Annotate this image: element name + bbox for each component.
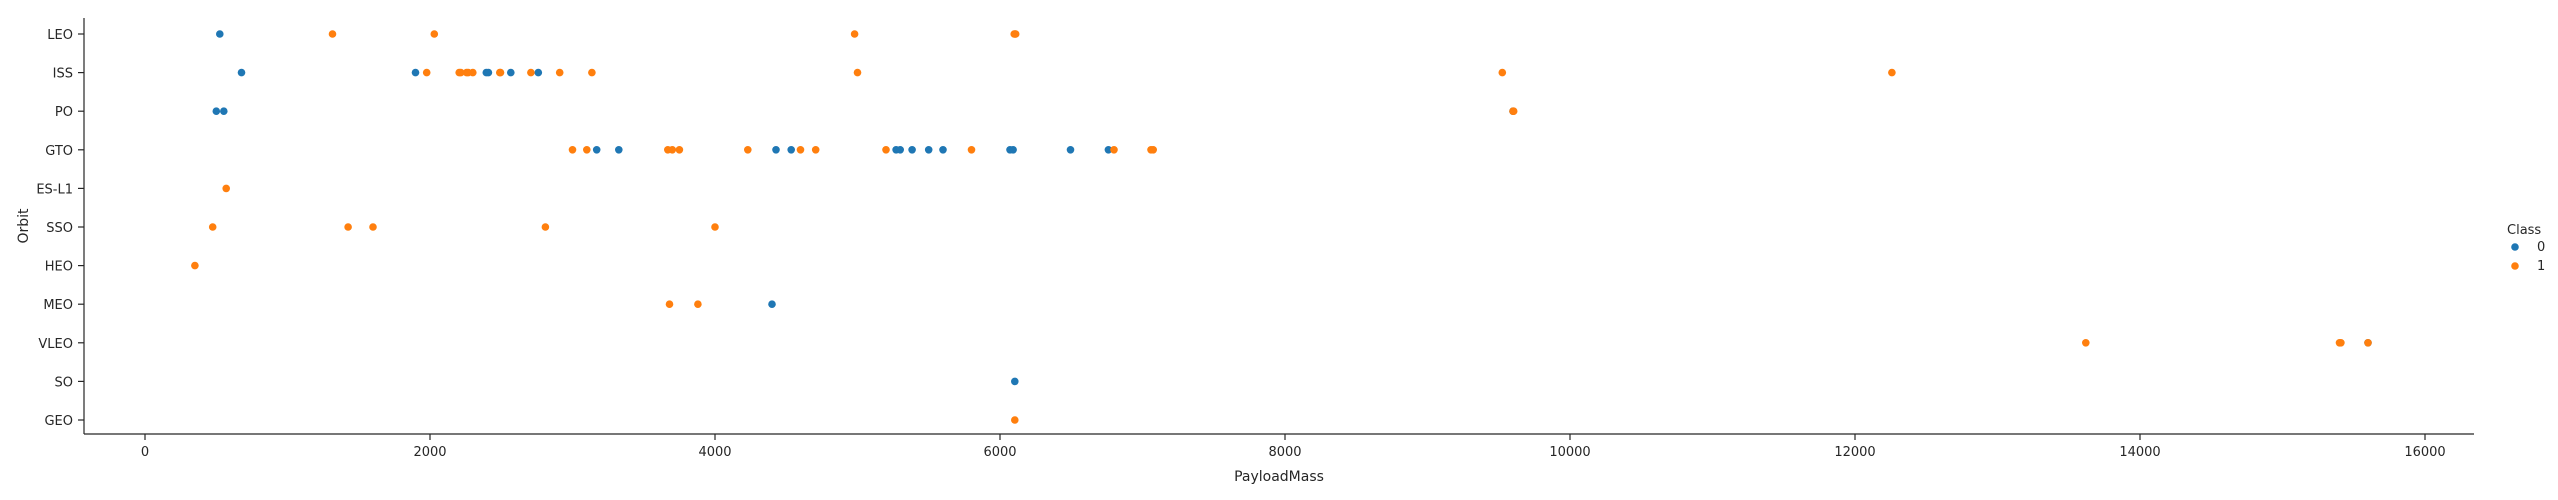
legend-label-class-1: 1 bbox=[2537, 259, 2545, 274]
data-point-class-0 bbox=[768, 300, 776, 309]
data-point-class-1 bbox=[527, 68, 535, 77]
data-point-class-1 bbox=[191, 261, 199, 270]
x-axis-title: PayloadMass bbox=[1234, 469, 1324, 485]
x-tick-label: 8000 bbox=[1268, 445, 1301, 460]
data-point-class-1 bbox=[222, 184, 230, 193]
data-point-class-0 bbox=[220, 107, 228, 115]
legend-marker-class-1 bbox=[2511, 262, 2519, 270]
data-point-class-0 bbox=[787, 146, 795, 154]
y-tick-label: GEO bbox=[44, 414, 73, 429]
data-point-class-1 bbox=[744, 146, 752, 154]
legend: Class 0 1 bbox=[2507, 223, 2545, 274]
y-tick-label: PO bbox=[55, 105, 73, 120]
data-point-class-1 bbox=[2364, 339, 2372, 347]
data-point-class-0 bbox=[1104, 146, 1113, 154]
x-axis-ticks: 0 2000 4000 6000 8000 10000 12000 14000 16000 bbox=[141, 434, 2446, 460]
data-point-class-1 bbox=[694, 300, 702, 309]
legend-label-class-0: 0 bbox=[2537, 240, 2545, 255]
data-point-class-1 bbox=[2082, 339, 2090, 347]
plot-area bbox=[191, 30, 2372, 424]
data-point-class-1 bbox=[541, 223, 550, 231]
data-point-class-1 bbox=[430, 30, 439, 38]
data-point-class-0 bbox=[237, 68, 246, 77]
y-tick-label: SSO bbox=[46, 221, 73, 236]
data-point-class-0 bbox=[924, 146, 933, 154]
data-point-class-0 bbox=[212, 107, 221, 115]
data-point-class-0 bbox=[615, 146, 623, 154]
y-tick-label: ES-L1 bbox=[36, 182, 73, 197]
x-tick-label: 16000 bbox=[2404, 445, 2445, 460]
data-point-class-1 bbox=[675, 146, 684, 154]
data-point-class-1 bbox=[967, 146, 976, 154]
data-point-class-1 bbox=[796, 146, 805, 154]
data-point-class-1 bbox=[469, 68, 477, 77]
data-point-class-1 bbox=[369, 223, 377, 231]
data-point-class-1 bbox=[1498, 68, 1507, 77]
data-point-class-0 bbox=[411, 68, 420, 77]
data-point-class-1 bbox=[1110, 146, 1118, 154]
x-tick-label: 2000 bbox=[413, 445, 446, 460]
data-point-class-0 bbox=[896, 146, 904, 154]
data-point-class-0 bbox=[534, 68, 543, 77]
x-tick-label: 10000 bbox=[1549, 445, 1590, 460]
x-tick-label: 12000 bbox=[1834, 445, 1875, 460]
data-point-class-0 bbox=[772, 146, 780, 154]
data-point-class-1 bbox=[1011, 416, 1019, 424]
x-tick-label: 4000 bbox=[698, 445, 731, 460]
y-axis-title: Orbit bbox=[16, 208, 32, 244]
data-point-class-1 bbox=[811, 146, 820, 154]
y-tick-label: MEO bbox=[43, 298, 73, 313]
data-point-class-1 bbox=[1509, 107, 1518, 115]
data-point-class-1 bbox=[328, 30, 337, 38]
data-point-class-1 bbox=[853, 68, 862, 77]
data-point-class-1 bbox=[668, 146, 677, 154]
data-point-class-0 bbox=[1009, 146, 1017, 154]
data-point-class-1 bbox=[711, 223, 719, 231]
data-point-class-1 bbox=[1149, 146, 1157, 154]
data-point-class-0 bbox=[216, 30, 224, 38]
data-point-class-1 bbox=[882, 146, 890, 154]
y-tick-label: GTO bbox=[45, 144, 73, 159]
data-point-class-1 bbox=[496, 68, 505, 77]
x-tick-label: 6000 bbox=[983, 445, 1016, 460]
y-tick-label: VLEO bbox=[38, 337, 73, 352]
data-point-class-0 bbox=[939, 146, 947, 154]
data-point-class-1 bbox=[665, 300, 674, 309]
data-point-class-0 bbox=[1066, 146, 1075, 154]
y-tick-label: SO bbox=[55, 375, 73, 390]
data-point-class-1 bbox=[208, 223, 217, 231]
y-tick-label: HEO bbox=[45, 260, 73, 275]
data-point-class-1 bbox=[555, 68, 564, 77]
data-point-class-0 bbox=[592, 146, 601, 154]
legend-marker-class-0 bbox=[2511, 243, 2519, 251]
data-point-class-1 bbox=[568, 146, 577, 154]
legend-title: Class bbox=[2507, 223, 2541, 238]
x-tick-label: 14000 bbox=[2119, 445, 2160, 460]
data-point-class-1 bbox=[588, 68, 596, 77]
data-point-class-1 bbox=[2337, 339, 2345, 347]
data-point-class-0 bbox=[507, 68, 515, 77]
x-tick-label: 0 bbox=[141, 445, 149, 460]
data-point-class-1 bbox=[344, 223, 352, 231]
data-point-class-1 bbox=[457, 68, 465, 77]
data-point-class-1 bbox=[1011, 30, 1020, 38]
y-axis-ticks: LEO ISS PO GTO ES-L1 SSO HEO MEO VLEO SO GEO bbox=[36, 28, 84, 429]
data-point-class-0 bbox=[1011, 377, 1019, 386]
data-point-class-1 bbox=[1888, 68, 1896, 77]
y-tick-label: ISS bbox=[53, 67, 73, 82]
data-point-class-1 bbox=[422, 68, 431, 77]
y-tick-label: LEO bbox=[47, 28, 73, 43]
data-point-class-0 bbox=[484, 68, 493, 77]
data-point-class-1 bbox=[850, 30, 859, 38]
data-point-class-1 bbox=[583, 146, 591, 154]
data-point-class-0 bbox=[908, 146, 916, 154]
